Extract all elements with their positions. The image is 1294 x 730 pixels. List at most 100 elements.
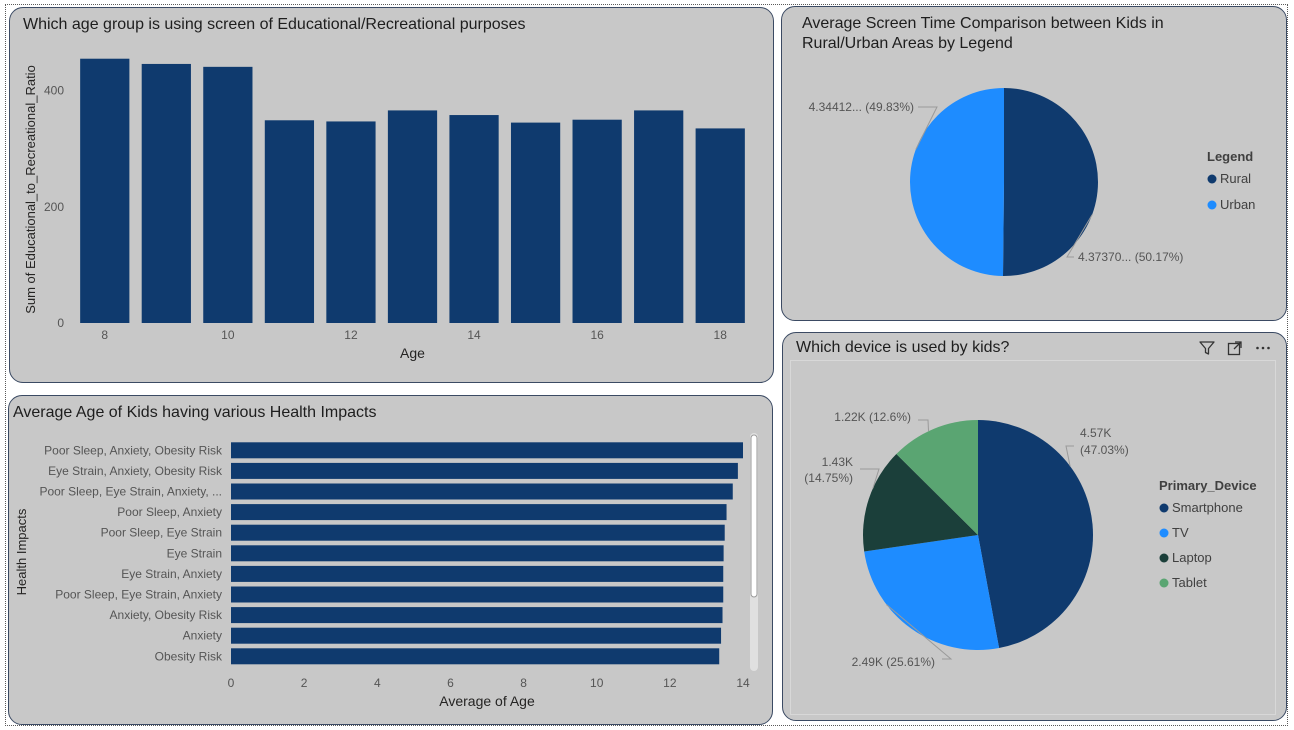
rural-urban-slice[interactable] [909,88,1004,276]
x-tick-label: 12 [344,328,358,342]
x-tick-label: 2 [301,676,308,690]
category-label: Anxiety [183,629,222,643]
x-tick-label: 6 [447,676,454,690]
tv-data-label: 2.49K (25.61%) [852,655,935,669]
category-label: Anxiety, Obesity Risk [110,608,223,622]
age-bar[interactable] [80,58,130,323]
health-impact-bar[interactable] [231,586,724,603]
age-bar[interactable] [203,66,253,324]
device-slice[interactable] [896,420,978,535]
health-impact-bar[interactable] [231,442,743,459]
device-slice[interactable] [978,420,1093,649]
laptop-data-label: (14.75%) [804,471,853,485]
x-axis-title: Age [400,345,425,361]
x-tick-label: 10 [221,328,235,342]
rural-urban-legend-title: Legend [1207,149,1253,164]
health-impact-bar-chart[interactable]: Poor Sleep, Anxiety, Obesity Risk Eye Str… [0,0,780,730]
legend-label: Urban [1220,197,1255,212]
legend-label: Rural [1220,171,1251,186]
device-legend-title: Primary_Device [1159,478,1257,493]
urban-data-label: 4.34412... (49.83%) [809,100,914,114]
legend-marker [1159,528,1169,538]
y-axis-title: Sum of Educational_to_Recreational_Ratio [23,65,38,314]
rural-data-label: 4.37370... (50.17%) [1078,250,1183,264]
x-tick-label: 8 [520,676,527,690]
laptop-data-label: 1.43K [822,455,853,469]
category-label: Eye Strain, Anxiety, Obesity Risk [48,464,223,478]
category-label: Eye Strain, Anxiety [121,567,222,581]
age-bar[interactable] [572,119,622,324]
leader-line [1065,445,1074,467]
y-tick-label: 400 [44,84,64,98]
leader-line [1066,214,1093,258]
rural-urban-pie-chart[interactable]: 4.37370... (50.17%) 4.34412... (49.83%) Le… [0,0,1294,330]
smartphone-data-label: (47.03%) [1080,443,1129,457]
x-tick-label: 12 [663,676,677,690]
device-pie-inner-frame [790,360,1276,715]
x-tick-label: 0 [228,676,235,690]
age-bar[interactable] [387,110,438,323]
x-tick-label: 16 [590,328,604,342]
leader-line [915,106,938,150]
category-label: Poor Sleep, Anxiety, Obesity Risk [44,443,223,457]
vertical-scrollbar-thumb[interactable] [750,434,758,598]
health-impact-bar[interactable] [231,627,722,644]
device-pie-title: Which device is used by kids? [796,339,1010,356]
age-bar[interactable] [141,63,191,323]
legend-label: Smartphone [1172,500,1243,515]
age-bar[interactable] [695,128,745,323]
category-label: Poor Sleep, Eye Strain, Anxiety, ... [39,485,222,499]
report-canvas [5,4,1288,726]
age-bar[interactable] [264,120,315,323]
age-bar[interactable] [449,115,499,323]
y-tick-label: 0 [57,316,64,330]
age-bar-chart-title: Which age group is using screen of Educa… [23,16,526,33]
leader-line [886,604,953,660]
age-bar[interactable] [510,122,561,323]
health-impact-bar[interactable] [231,504,727,521]
category-label: Poor Sleep, Eye Strain, Anxiety [55,588,222,602]
health-impact-bar[interactable] [231,607,723,624]
health-impact-bar[interactable] [231,462,738,479]
focus-mode-icon[interactable] [1226,339,1244,357]
y-axis-title: Health Impacts [14,508,29,595]
legend-label: TV [1172,525,1189,540]
category-label: Poor Sleep, Eye Strain [101,526,222,540]
y-tick-label: 200 [44,200,64,214]
legend-marker [1159,503,1169,513]
legend-marker [1159,553,1169,563]
device-slice[interactable] [864,535,1000,650]
age-bar-chart[interactable]: 0 200 400 8 10 12 14 16 18 Age Sum of Educational_… [0,0,780,380]
age-bar[interactable] [634,110,684,323]
tablet-data-label: 1.22K (12.6%) [834,410,911,424]
health-impact-bar-title: Average Age of Kids having various Healt… [13,404,377,421]
age-bar[interactable] [326,121,376,324]
leader-line [918,419,930,432]
x-tick-label: 14 [736,676,750,690]
category-label: Eye Strain [167,546,222,560]
x-tick-label: 8 [101,328,108,342]
legend-marker [1159,578,1169,588]
health-impact-bar[interactable] [231,565,724,582]
filter-icon[interactable] [1198,339,1216,357]
x-tick-label: 14 [467,328,481,342]
x-tick-label: 18 [714,328,728,342]
legend-marker [1207,174,1217,184]
x-axis-title: Average of Age [439,693,535,709]
health-impact-bar[interactable] [231,524,725,541]
health-impact-bar[interactable] [231,483,733,500]
device-slice[interactable] [862,454,978,552]
category-label: Obesity Risk [155,649,223,663]
more-options-icon[interactable] [1254,339,1272,357]
rural-urban-pie-title: Average Screen Time Comparison between K… [802,15,1164,52]
smartphone-data-label: 4.57K [1080,426,1111,440]
x-tick-label: 10 [590,676,604,690]
legend-marker [1207,200,1217,210]
x-tick-label: 4 [374,676,381,690]
health-impact-bar[interactable] [231,545,724,562]
rural-urban-slice[interactable] [1002,88,1098,276]
legend-label: Tablet [1172,575,1207,590]
legend-label: Laptop [1172,550,1212,565]
health-impact-bar[interactable] [231,648,720,665]
